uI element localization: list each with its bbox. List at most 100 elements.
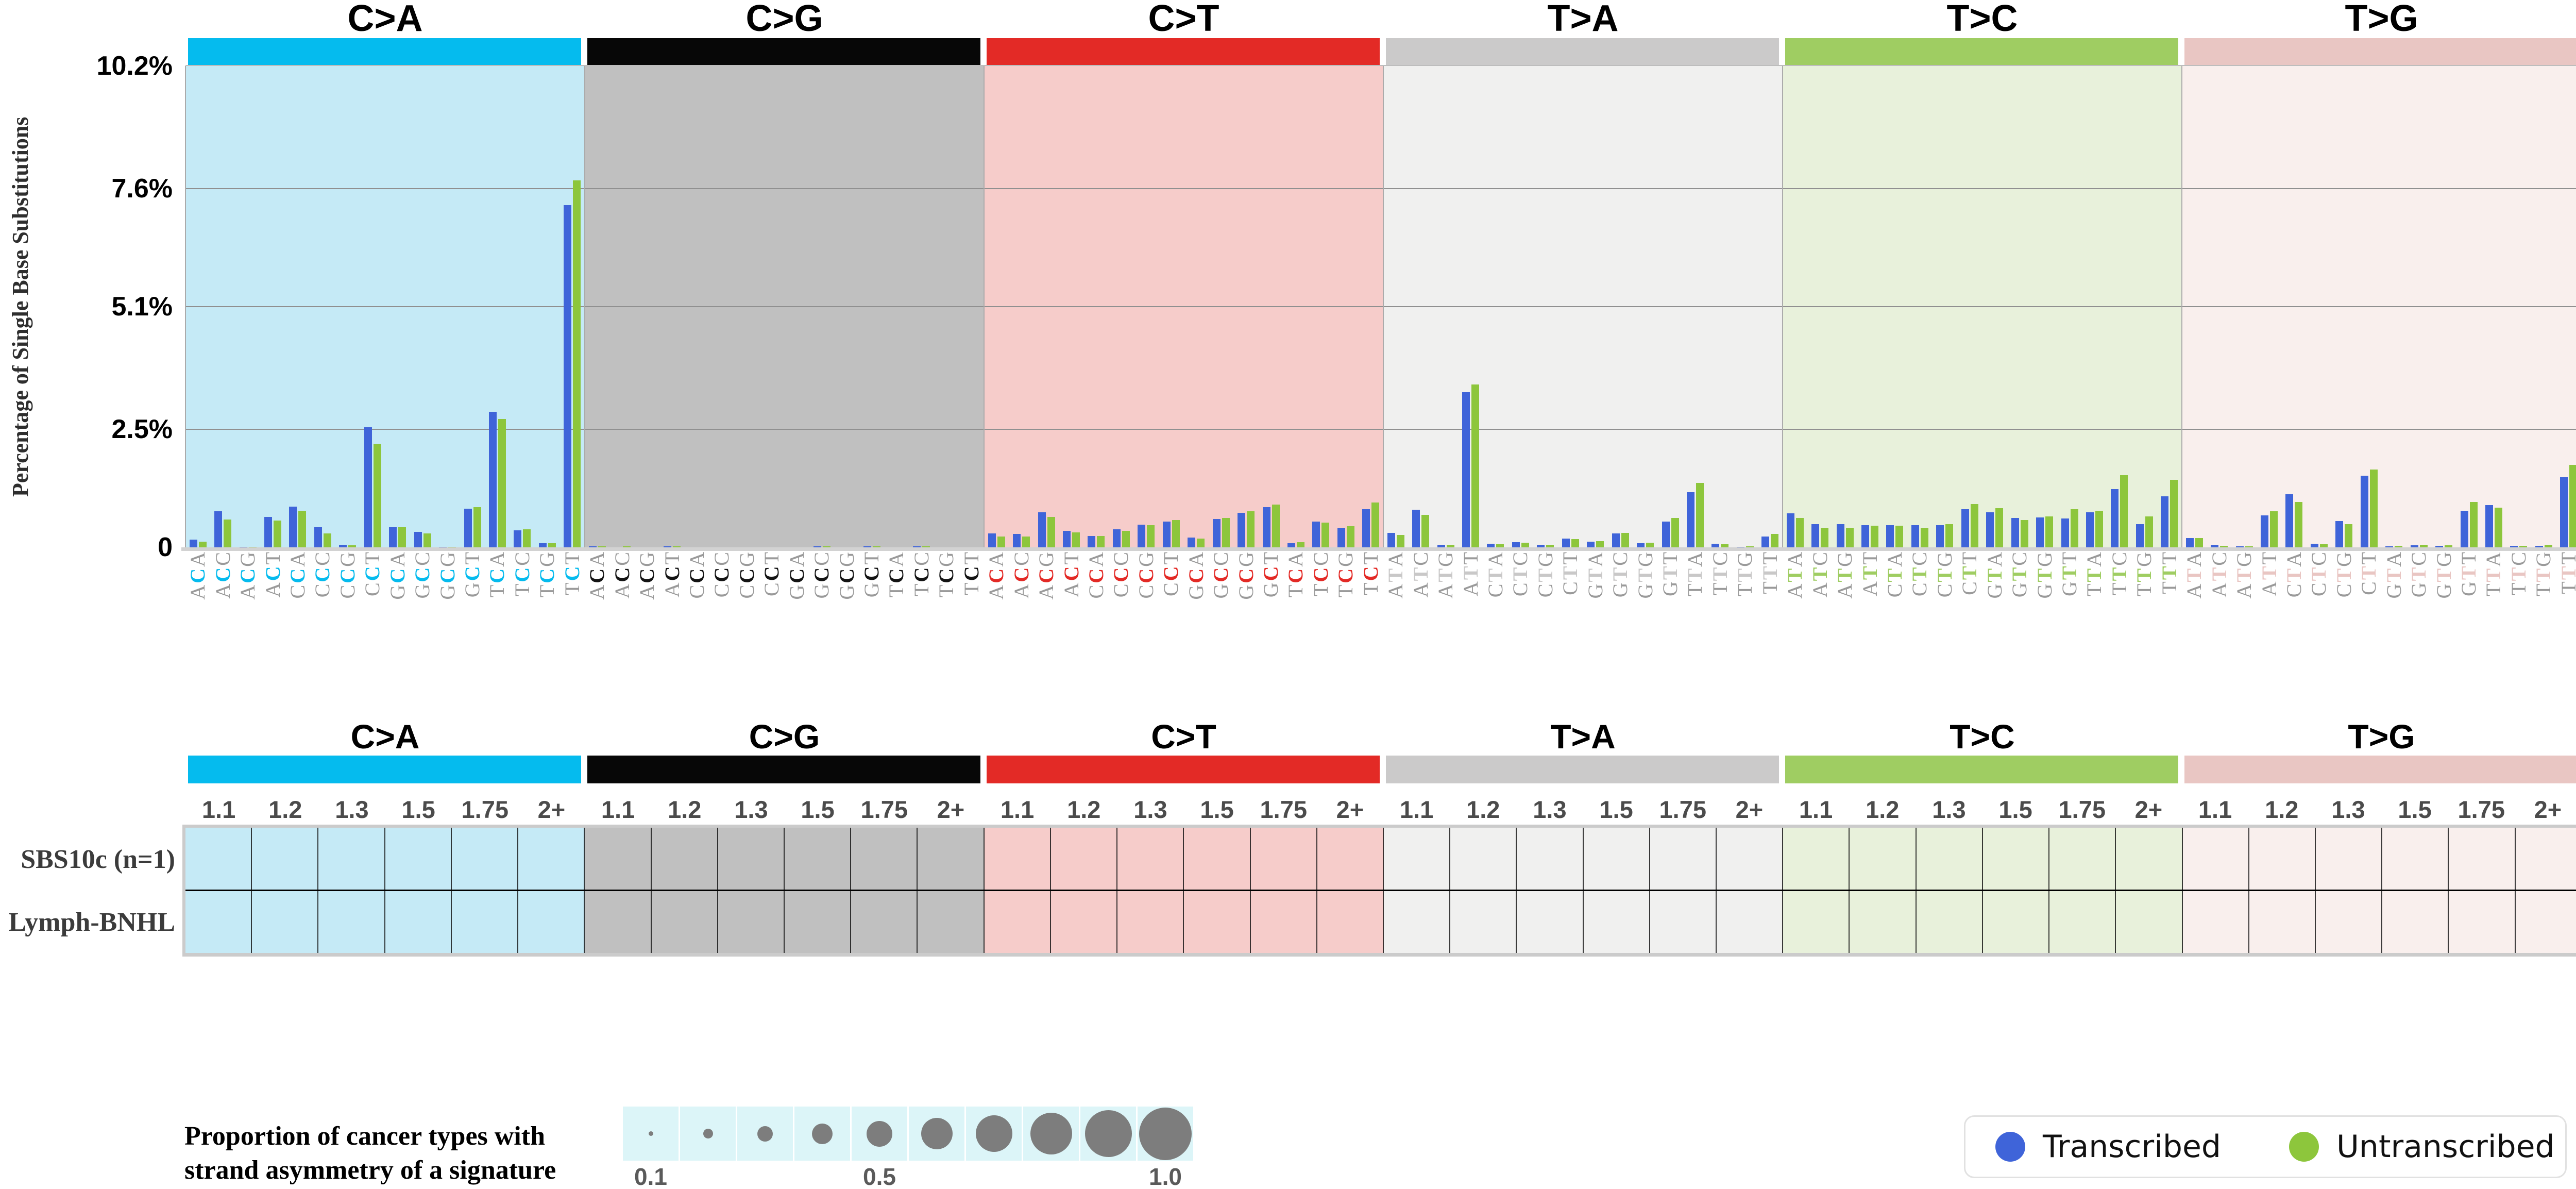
- bar-transcribed: [2410, 545, 2418, 547]
- x-label-ACC: ACC: [610, 550, 634, 599]
- x-label-TTA: TTA: [2482, 550, 2505, 597]
- x-label-cell: CCG: [1134, 550, 1159, 628]
- bar-untranscribed: [1122, 531, 1130, 547]
- table-cell: [1383, 828, 1451, 890]
- x-label-GTC: GTC: [1608, 550, 1632, 598]
- bar-transcribed: [2136, 524, 2144, 547]
- bar-untranscribed: [1845, 528, 1854, 547]
- bar-untranscribed: [1496, 544, 1504, 547]
- bar-transcribed: [2261, 515, 2269, 547]
- table-cell: [651, 891, 718, 953]
- panel-divider: [2181, 66, 2182, 547]
- x-label-ATT: ATT: [1858, 550, 1882, 597]
- bar-transcribed: [1188, 538, 1196, 547]
- bar-untranscribed: [1222, 518, 1230, 547]
- bar-transcribed: [1562, 539, 1570, 547]
- fold-bin-label: 1.75: [461, 796, 509, 823]
- table-cell: [1850, 828, 1917, 890]
- bar-transcribed: [2111, 489, 2119, 547]
- bar-untranscribed: [1521, 543, 1529, 547]
- bar-untranscribed: [523, 529, 531, 547]
- x-label-ACG: ACG: [1035, 550, 1058, 600]
- bar-untranscribed: [2369, 470, 2378, 547]
- bar-untranscribed: [373, 444, 381, 547]
- table-cell: [1650, 828, 1717, 890]
- x-label-GCT: GCT: [860, 550, 884, 598]
- x-label-TCA: TCA: [485, 550, 509, 598]
- bar-transcribed: [2086, 512, 2094, 547]
- x-label-cell: GTT: [2057, 550, 2082, 628]
- x-label-cell: CTT: [2357, 550, 2381, 628]
- bar-transcribed: [1811, 524, 1820, 547]
- x-label-TCG: TCG: [535, 550, 559, 598]
- x-label-cell: CCG: [735, 550, 759, 628]
- x-label-CTT: CTT: [1558, 550, 1582, 595]
- table-cell: [1450, 891, 1517, 953]
- fold-bin-row: 1.1 1.2 1.3 1.5 1.75 2+: [984, 795, 1383, 824]
- x-label-CCA: CCA: [685, 550, 708, 599]
- context-ATG: [1833, 66, 1857, 547]
- x-label-ATA: ATA: [2182, 550, 2206, 599]
- context-ATA: [1783, 66, 1807, 547]
- bar-transcribed: [2061, 518, 2069, 547]
- section-title: T>A: [1547, 0, 1619, 39]
- x-label-ACG: ACG: [635, 550, 659, 600]
- bar-untranscribed: [2095, 511, 2103, 547]
- context-CCA: [285, 66, 310, 547]
- fold-bin-label: 1.1: [601, 796, 635, 823]
- table-cell: [1317, 828, 1384, 890]
- bar-untranscribed: [2245, 546, 2253, 547]
- bar-untranscribed: [1721, 544, 1729, 547]
- context-GTA: [1982, 66, 2007, 547]
- x-label-TCA: TCA: [1284, 550, 1308, 598]
- x-label-cell: CTG: [2332, 550, 2357, 628]
- x-label-ACC: ACC: [1009, 550, 1033, 599]
- bar-transcribed: [314, 527, 322, 547]
- context-CCG: [735, 66, 759, 547]
- table-cell: [2116, 891, 2183, 953]
- context-TTC: [1708, 66, 1733, 547]
- context-ATC: [2207, 66, 2231, 547]
- bubble-dot-1: [1139, 1107, 1192, 1160]
- x-label-cell: CTC: [2307, 550, 2331, 628]
- x-label-ATC: ATC: [1409, 550, 1432, 598]
- x-label-ATG: ATG: [1434, 550, 1458, 599]
- x-label-cell: GTG: [2431, 550, 2456, 628]
- bar-transcribed: [1587, 542, 1595, 547]
- table-cell: [1117, 828, 1184, 890]
- section-header-bar: [987, 38, 1380, 67]
- x-label-CTG: CTG: [1533, 550, 1557, 598]
- x-label-GCT: GCT: [461, 550, 484, 598]
- x-label-cell: TTA: [2481, 550, 2506, 628]
- x-label-cell: GTT: [2456, 550, 2481, 628]
- context-CCT: [360, 66, 385, 547]
- x-label-cell: ACT: [1059, 550, 1083, 628]
- bar-untranscribed: [2494, 508, 2502, 547]
- x-label-cell: CTC: [1508, 550, 1533, 628]
- x-label-cell: CTG: [1933, 550, 1957, 628]
- x-label-cell: ATA: [1783, 550, 1807, 628]
- fold-bin-label: 1.75: [1659, 796, 1707, 823]
- bar-transcribed: [1861, 525, 1870, 547]
- context-TCG: [1333, 66, 1358, 547]
- bar-transcribed: [1686, 492, 1694, 547]
- table-cell: [1517, 891, 1584, 953]
- bar-transcribed: [1437, 545, 1445, 547]
- table-cell: [1650, 891, 1717, 953]
- fold-bin-label: 2+: [2534, 796, 2562, 823]
- table-cell: [2316, 891, 2383, 953]
- x-label-cell: GTT: [1658, 550, 1683, 628]
- context-ACG: [635, 66, 659, 547]
- context-GCT: [460, 66, 485, 547]
- bar-transcribed: [1911, 525, 1919, 547]
- bubble-cell: [794, 1107, 850, 1161]
- section-header-bar-table: [1785, 756, 2178, 783]
- x-label-cell: ATG: [2232, 550, 2257, 628]
- context-CCG: [1134, 66, 1159, 547]
- bar-untranscribed: [2519, 546, 2528, 547]
- x-label-cell: ATA: [2182, 550, 2207, 628]
- bar-untranscribed: [1920, 528, 1928, 547]
- x-label-cell: ATG: [1433, 550, 1458, 628]
- context-ATC: [1807, 66, 1832, 547]
- table-cell: [1583, 891, 1650, 953]
